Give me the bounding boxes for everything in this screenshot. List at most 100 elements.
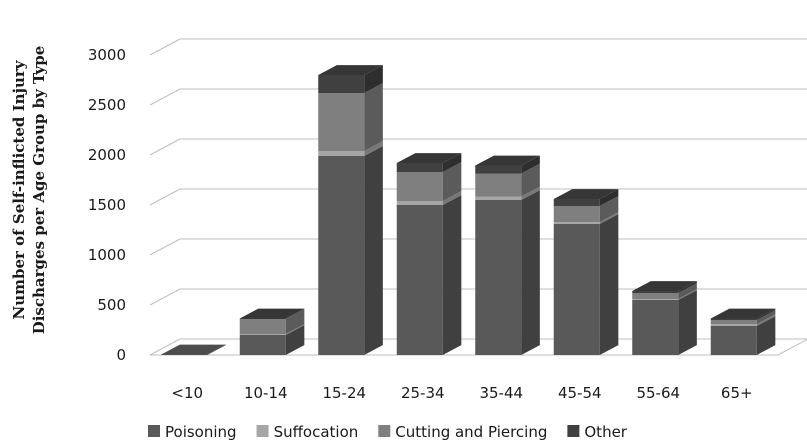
bar-side-suffocation [442,191,462,205]
bar-side-suffocation [756,314,776,326]
y-tick-label: 0 [116,346,126,364]
legend-label: Cutting and Piercing [395,423,547,441]
bar-25-34 [396,153,462,355]
x-axis-tick-labels: <10 10-14 15-24 25-34 35-44 45-54 55-64 65+ [171,384,752,402]
bar-segment-other [318,75,365,93]
legend-item-poisoning: Poisoning [148,423,237,441]
bar-top-other [396,153,462,163]
bar-side-poisoning [207,344,226,355]
bar-segment-suffocation [396,201,443,205]
gridline-diagonal [149,38,181,56]
bars [161,65,776,355]
bar-35-44 [475,155,540,355]
bar-segment-cutting-and-piercing [396,172,443,201]
bar-side-suffocation [364,141,383,156]
legend-swatch [148,425,160,437]
bar-top-other [475,155,540,166]
y-axis-label-line-2: Discharges per Age Group by Type [30,46,48,335]
gridline-diagonal [149,188,181,206]
bar-segment-poisoning [632,300,679,355]
bar-side-cutting-and-piercing [285,309,305,334]
bar-top-poisoning [161,344,226,355]
x-tick-label: 45-54 [558,384,602,402]
bar-side-other [756,308,776,320]
legend-item-cutting-and-piercing: Cutting and Piercing [378,423,547,441]
bar-top-other [632,281,697,291]
bar-segment-cutting-and-piercing [632,293,679,299]
bar-side-suffocation [678,289,697,300]
legend-label: Suffocation [274,423,359,441]
bar-segment-poisoning [475,200,522,355]
bar-segment-other [239,318,286,319]
bar-side-poisoning [756,316,776,355]
bar-side-poisoning [442,195,462,355]
y-axis-label: Number of Self-inflicted Injury Discharg… [10,46,48,335]
y-tick-label: 1000 [88,246,126,264]
bar-<10 [161,344,226,355]
x-tick-label: <10 [171,384,203,402]
bar-segment-poisoning [239,335,286,355]
bar-10-14 [239,308,305,355]
bar-segment-cutting-and-piercing [318,93,365,151]
bar-segment-poisoning [710,326,757,355]
bar-side-other [364,65,383,93]
bar-side-poisoning [364,146,383,355]
bar-segment-cutting-and-piercing [710,320,757,324]
bar-segment-suffocation [318,151,365,156]
bar-segment-suffocation [475,196,522,200]
bar-segment-suffocation [632,299,679,300]
bar-side-poisoning [285,325,305,355]
gridline-diagonal [149,88,181,106]
legend-swatch [256,425,269,437]
bar-segment-other [553,199,600,206]
legend-swatch [378,425,391,437]
bar-segment-poisoning [161,354,208,355]
bar-side-poisoning [678,290,697,355]
gridline-diagonal [149,138,181,156]
y-tick-label: 2000 [88,146,126,164]
y-tick-label: 3000 [88,46,126,64]
bar-segment-cutting-and-piercing [239,319,286,334]
bar-side-cutting-and-piercing [599,196,619,222]
bar-side-cutting-and-piercing [756,310,776,324]
gridline-diagonal [149,288,181,306]
bar-side-cutting-and-piercing [521,163,540,197]
bar-side-other [442,153,462,172]
x-tick-label: 10-14 [244,384,288,402]
bar-side-cutting-and-piercing [678,283,697,299]
bar-side-other [599,189,619,206]
legend-label: Other [584,423,627,441]
bar-side-suffocation [599,212,619,224]
legend: Poisoning Suffocation Cutting and Piercing… [148,423,628,441]
y-tick-label: 500 [97,296,126,314]
gridline-diagonal [149,238,181,256]
bar-segment-other [396,163,443,172]
bar-segment-cutting-and-piercing [475,173,522,197]
bar-segment-other [475,165,522,174]
y-axis-label-line-1: Number of Self-inflicted Injury [10,59,28,319]
bar-45-54 [553,189,619,355]
bar-segment-other [632,291,679,293]
y-tick-label: 1500 [88,196,126,214]
bar-side-cutting-and-piercing [442,162,462,201]
legend-item-suffocation: Suffocation [256,423,359,441]
x-tick-label: 55-64 [636,384,680,402]
bar-side-other [285,308,305,319]
bar-top-other [710,308,776,319]
bar-segment-poisoning [396,205,443,355]
bar-side-other [678,281,697,293]
bar-55-64 [632,281,697,355]
bar-segment-suffocation [553,222,600,224]
bar-segment-suffocation [239,334,286,335]
bar-side-suffocation [285,324,305,335]
x-tick-label: 65+ [721,384,753,402]
bar-65+ [710,308,776,355]
bar-side-cutting-and-piercing [364,83,383,151]
bar-top-other [553,189,619,199]
y-axis-tick-labels: 0 500 1000 1500 2000 2500 3000 [88,46,126,364]
bar-segment-cutting-and-piercing [553,206,600,222]
bar-side-suffocation [521,186,540,200]
bar-side-other [521,155,540,174]
x-tick-label: 35-44 [479,384,523,402]
